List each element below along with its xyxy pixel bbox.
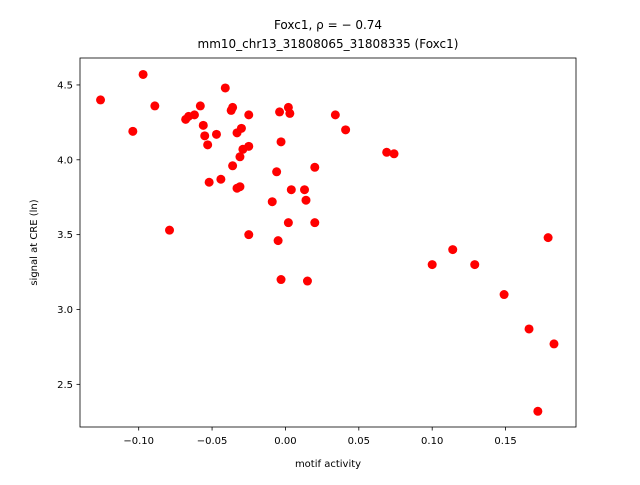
data-point — [165, 225, 175, 235]
y-tick-label: 2.5 — [57, 380, 73, 391]
data-point — [427, 260, 437, 270]
data-point — [189, 110, 199, 120]
x-tick-label: 0.15 — [494, 436, 516, 447]
data-point — [448, 245, 458, 255]
data-points — [96, 69, 559, 416]
data-point — [267, 197, 277, 207]
chart-title-line1: Foxc1, ρ = − 0.74 — [274, 18, 382, 32]
data-point — [204, 177, 214, 187]
data-point — [524, 324, 534, 334]
y-tick-label: 4.0 — [57, 155, 73, 166]
data-point — [300, 185, 310, 195]
data-point — [220, 83, 230, 93]
y-tick-label: 4.5 — [57, 80, 73, 91]
data-point — [96, 95, 106, 105]
y-tick-label: 3.0 — [57, 305, 73, 316]
x-tick-label: 0.10 — [421, 436, 443, 447]
data-point — [138, 69, 148, 79]
data-point — [228, 102, 238, 112]
x-tick-label: −0.05 — [197, 436, 228, 447]
data-point — [310, 162, 320, 172]
plot-area-frame — [79, 57, 577, 428]
data-point — [228, 161, 238, 171]
data-point — [235, 152, 245, 162]
data-point — [244, 230, 254, 240]
data-point — [310, 218, 320, 228]
x-tick-label: 0.00 — [274, 436, 296, 447]
data-point — [533, 406, 543, 416]
y-axis-ticks: 2.5 3.0 3.5 4.0 4.5 — [57, 80, 80, 391]
data-point — [330, 110, 340, 120]
data-point — [236, 123, 246, 133]
data-point — [211, 129, 221, 139]
data-point — [235, 182, 245, 192]
x-axis-label: motif activity — [295, 459, 361, 470]
data-point — [382, 147, 392, 157]
data-point — [272, 167, 282, 177]
data-point — [389, 149, 399, 159]
data-point — [198, 120, 208, 130]
x-tick-label: −0.10 — [123, 436, 154, 447]
data-point — [301, 195, 311, 205]
data-point — [470, 260, 480, 270]
data-point — [128, 126, 138, 136]
data-point — [195, 101, 205, 111]
data-point — [286, 185, 296, 195]
data-point — [285, 108, 295, 118]
data-point — [150, 101, 160, 111]
data-point — [203, 140, 213, 150]
data-point — [276, 275, 286, 285]
data-point — [200, 131, 210, 141]
y-axis-label: signal at CRE (ln) — [29, 199, 40, 285]
data-point — [543, 233, 553, 243]
y-tick-label: 3.5 — [57, 230, 73, 241]
data-point — [302, 276, 312, 286]
x-tick-label: 0.05 — [348, 436, 370, 447]
chart-title-line2: mm10_chr13_31808065_31808335 (Foxc1) — [198, 37, 459, 51]
data-point — [244, 141, 254, 151]
data-point — [275, 107, 285, 117]
data-point — [341, 125, 351, 135]
data-point — [273, 236, 283, 246]
data-point — [216, 174, 226, 184]
data-point — [283, 218, 293, 228]
data-point — [549, 339, 559, 349]
data-point — [499, 290, 509, 300]
x-axis-ticks: −0.10 −0.05 0.00 0.05 0.10 0.15 — [123, 427, 517, 447]
data-point — [244, 110, 254, 120]
data-point — [276, 137, 286, 147]
